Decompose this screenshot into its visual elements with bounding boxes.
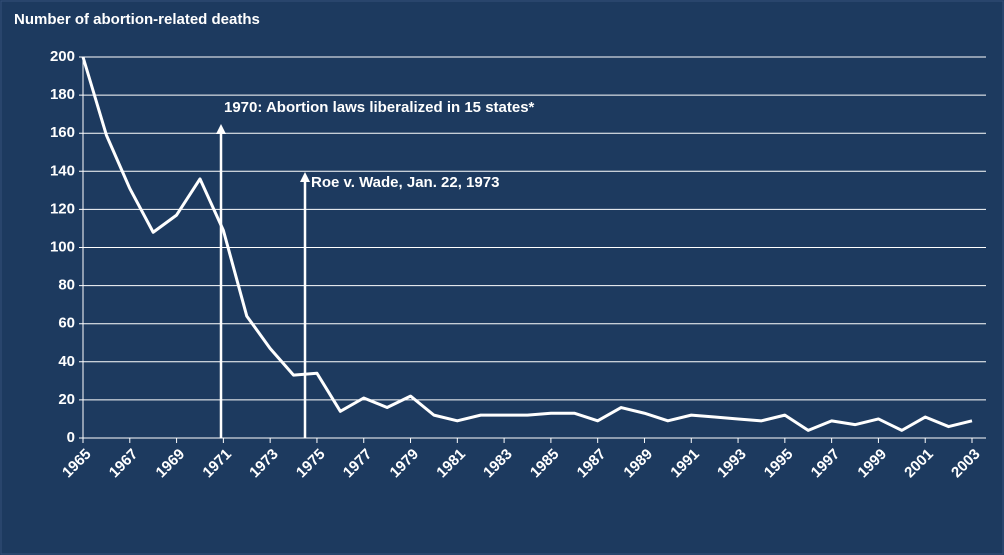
y-tick-label: 180 <box>50 86 75 103</box>
data-line <box>81 56 973 432</box>
annotation-arrow <box>216 124 310 438</box>
y-tick-label: 120 <box>50 200 75 217</box>
y-tick-label: 80 <box>58 277 75 294</box>
y-tick-label: 100 <box>50 238 75 255</box>
y-tick-label: 140 <box>50 162 75 179</box>
annotation: Roe v. Wade, Jan. 22, 1973 <box>311 174 499 191</box>
y-tick-label: 0 <box>67 429 75 446</box>
y-tick-label: 200 <box>50 48 75 65</box>
y-tick-label: 20 <box>58 391 75 408</box>
y-tick-label: 60 <box>58 315 75 332</box>
chart-title: Number of abortion-related deaths <box>14 11 260 28</box>
y-tick-label: 40 <box>58 353 75 370</box>
y-tick-label: 160 <box>50 124 75 141</box>
annotation: 1970: Abortion laws liberalized in 15 st… <box>224 99 535 116</box>
